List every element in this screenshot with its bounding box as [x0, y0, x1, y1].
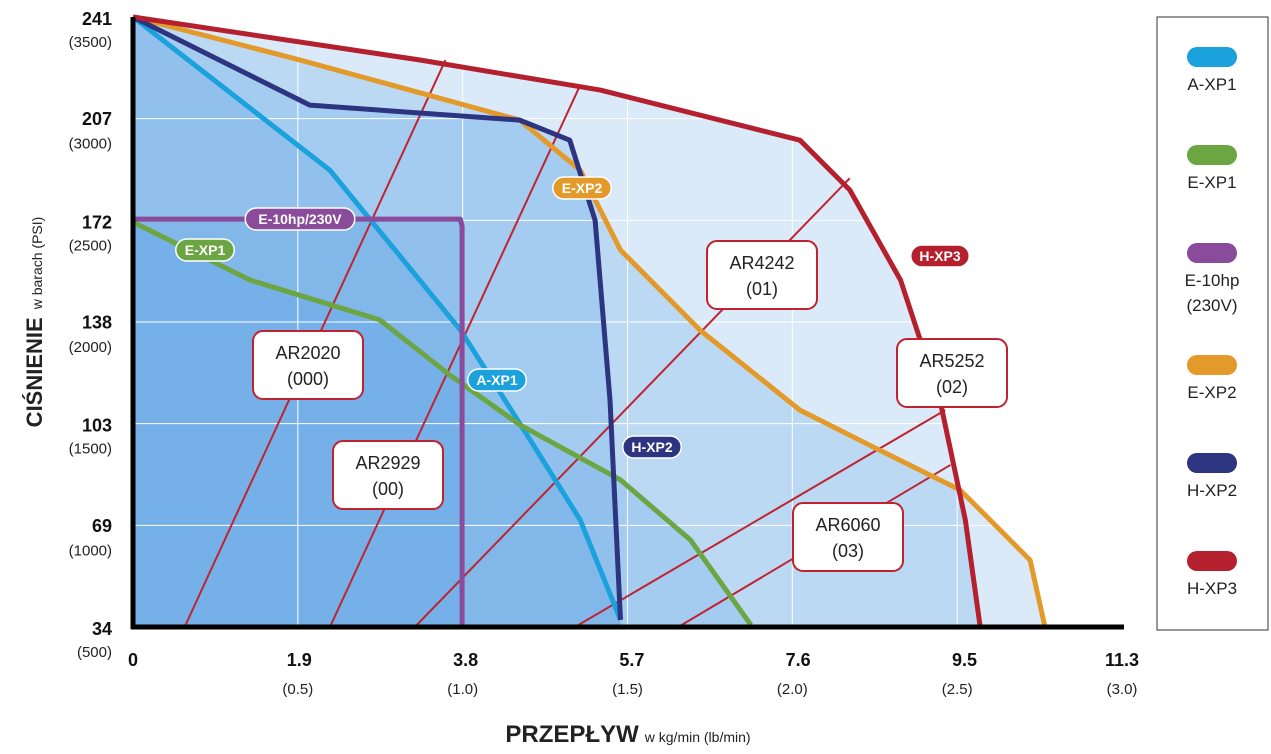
curve-label-pill — [622, 435, 682, 459]
y2-tick-label: (1500) — [69, 441, 112, 458]
legend-swatch — [1187, 551, 1237, 571]
y2-tick-label: (500) — [77, 644, 112, 661]
curve-label: E-XP1 — [185, 242, 226, 258]
x2-tick-label: (0.5) — [282, 681, 313, 698]
legend-label: E-10hp (230V) — [1185, 271, 1240, 315]
x-tick-label: 3.8 — [453, 650, 478, 670]
x-tick-label: 7.6 — [786, 650, 811, 670]
y-tick-label: 103 — [82, 416, 112, 436]
nozzle-code: (03) — [832, 541, 864, 561]
series-line — [132, 14, 1048, 628]
y-title: CIŚNIENIE — [22, 317, 47, 427]
curve-label: E-10hp/230V — [258, 211, 342, 227]
x2-tick-label: (3.0) — [1107, 681, 1138, 698]
legend-box — [1156, 16, 1269, 631]
legend-swatch — [1187, 243, 1237, 263]
y-tick-label: 241 — [82, 9, 112, 29]
nozzle-name: AR6060 — [815, 515, 880, 535]
nozzle-name: AR5252 — [919, 351, 984, 371]
y2-tick-label: (2500) — [69, 237, 112, 254]
series-line — [131, 14, 623, 621]
curve-label: H-XP2 — [631, 439, 672, 455]
nozzle-code: (000) — [287, 369, 329, 389]
x2-tick-label: (2.0) — [777, 681, 808, 698]
y-axis-title: CIŚNIENIE w barach (PSI) — [22, 217, 47, 428]
x2-tick-label: (2.5) — [942, 681, 973, 698]
nozzle-name: AR2020 — [275, 343, 340, 363]
curve-label-pill — [910, 244, 970, 268]
curve-label-pill — [467, 368, 527, 392]
curve-label: H-XP3 — [919, 248, 960, 264]
nozzle-box — [252, 330, 364, 400]
legend-swatch — [1187, 355, 1237, 375]
y-subtitle: w barach (PSI) — [29, 217, 45, 311]
legend-label: A-XP1 — [1187, 75, 1236, 94]
series-line — [132, 14, 983, 628]
nozzle-code: (01) — [746, 279, 778, 299]
curve-label-pill — [175, 238, 235, 262]
y-tick-label: 172 — [82, 212, 112, 232]
legend-swatch — [1187, 47, 1237, 67]
x-axis-title: PRZEPŁYW w kg/min (lb/min) — [505, 721, 750, 748]
y2-tick-label: (3500) — [69, 34, 112, 51]
y-tick-label: 207 — [82, 109, 112, 129]
nozzle-line — [574, 409, 946, 628]
x2-tick-label: (1.5) — [612, 681, 643, 698]
x-tick-label: 1.9 — [287, 650, 312, 670]
x-title: PRZEPŁYW — [505, 721, 639, 748]
curve-label: E-XP2 — [562, 180, 603, 196]
nozzle-box — [896, 338, 1008, 408]
curve-label: A-XP1 — [476, 372, 517, 388]
x-tick-label: 11.3 — [1105, 650, 1139, 670]
y2-tick-label: (3000) — [69, 136, 112, 153]
y2-tick-label: (2000) — [69, 339, 112, 356]
legend-label: E-XP2 — [1187, 383, 1236, 402]
legend-label: H-XP3 — [1187, 579, 1237, 598]
x-tick-label: 9.5 — [952, 650, 977, 670]
legend-label: H-XP2 — [1187, 481, 1237, 500]
x2-tick-label: (1.0) — [447, 681, 478, 698]
x-tick-label: 0 — [128, 650, 138, 670]
legend-label: E-XP1 — [1187, 173, 1236, 192]
nozzle-box — [706, 240, 818, 310]
x-tick-label: 5.7 — [619, 650, 644, 670]
legend-swatch — [1187, 145, 1237, 165]
y2-tick-label: (1000) — [69, 542, 112, 559]
y-tick-label: 34 — [92, 619, 112, 639]
curve-label-pill — [552, 176, 612, 200]
nozzle-line — [329, 84, 582, 628]
nozzle-code: (00) — [372, 479, 404, 499]
nozzle-box — [792, 502, 904, 572]
nozzle-box — [332, 440, 444, 510]
series-line — [131, 219, 753, 627]
nozzle-name: AR4242 — [729, 253, 794, 273]
curve-label-pill — [244, 207, 356, 231]
legend-swatch — [1187, 453, 1237, 473]
y-tick-label: 138 — [82, 313, 112, 333]
y-tick-label: 69 — [92, 516, 112, 536]
x-subtitle: w kg/min (lb/min) — [644, 729, 751, 745]
nozzle-name: AR2929 — [355, 453, 420, 473]
nozzle-code: (02) — [936, 377, 968, 397]
